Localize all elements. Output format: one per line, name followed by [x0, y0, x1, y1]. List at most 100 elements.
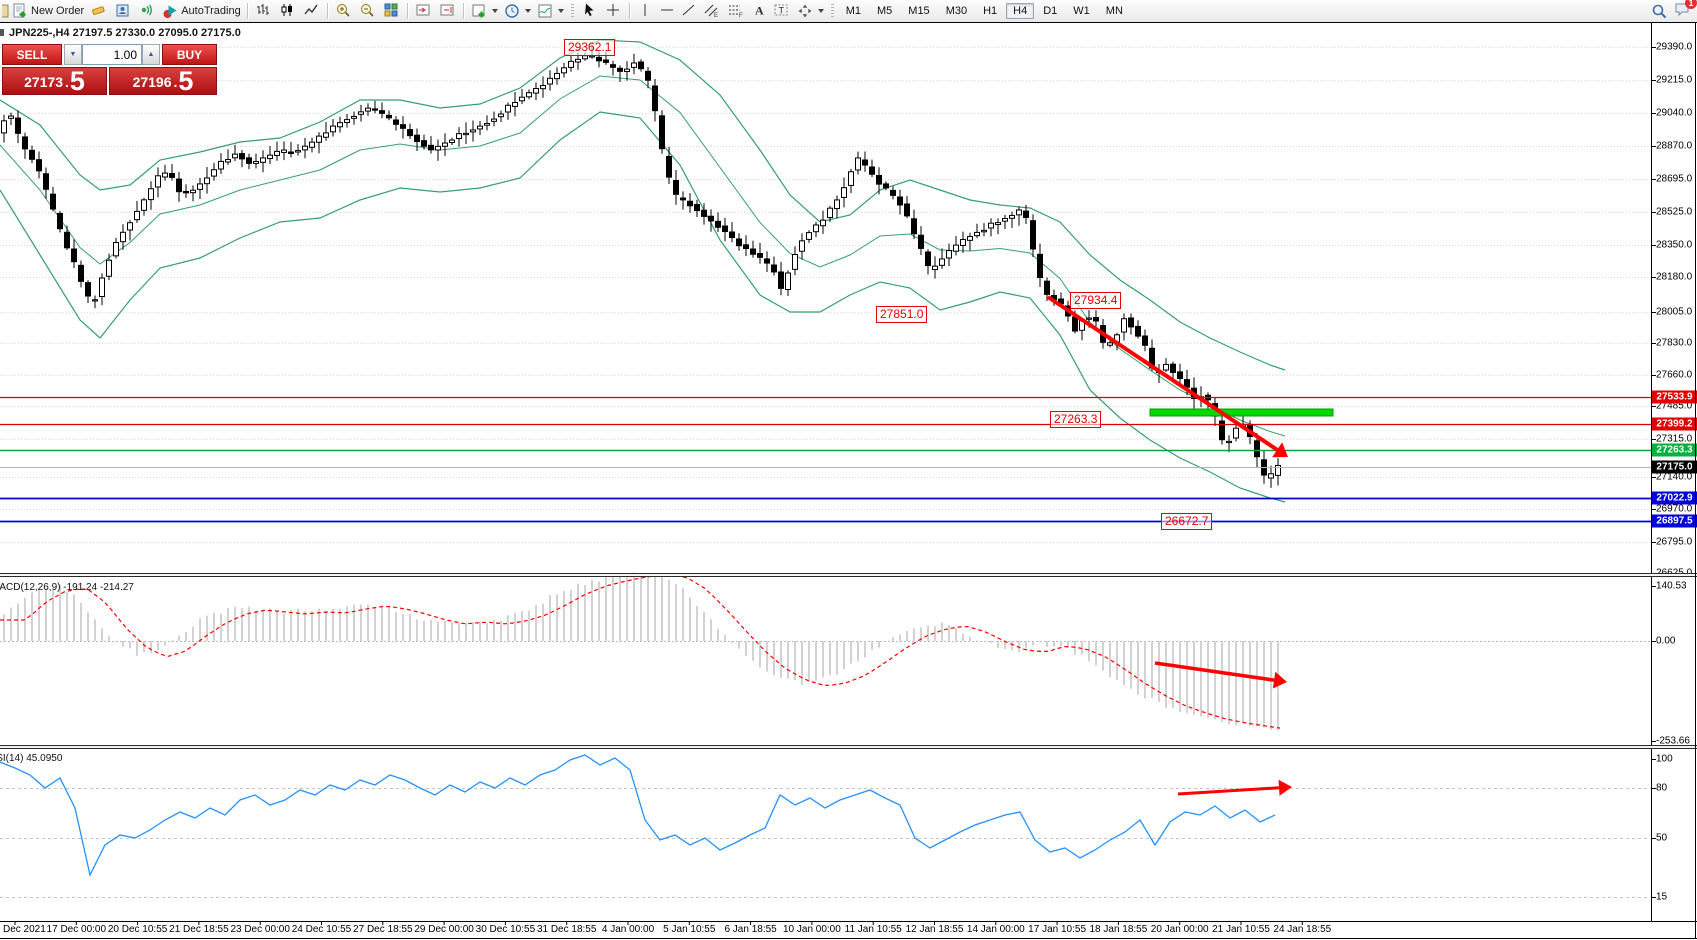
zoom-out-icon[interactable]: [356, 2, 380, 21]
label-icon[interactable]: T: [770, 2, 794, 21]
time-axis-label: 24 Jan 18:55: [1273, 924, 1332, 935]
timeframe-w1[interactable]: W1: [1073, 5, 1090, 17]
time-axis-label: 4 Jan 00:00: [601, 924, 655, 935]
timeframe-m15[interactable]: M15: [908, 5, 930, 17]
timeframe-h1[interactable]: H1: [983, 5, 998, 17]
sell-price-panel[interactable]: 27173. 5: [2, 67, 107, 95]
periods-dropdown[interactable]: [524, 9, 531, 13]
new-chart-dropdown[interactable]: [491, 9, 498, 13]
new-chart-button[interactable]: [468, 2, 501, 21]
toolbar-separator: [462, 3, 465, 19]
price-line-badge: 27533.9: [1652, 390, 1697, 404]
fibonacci-icon[interactable]: F: [724, 2, 748, 21]
sell-price-big-digit: 5: [69, 66, 85, 96]
buy-button[interactable]: BUY: [162, 44, 217, 65]
price-annotation-label[interactable]: 27851.0: [876, 306, 928, 323]
price-annotation-label[interactable]: 27263.3: [1050, 411, 1102, 428]
buy-price-panel[interactable]: 27196. 5: [109, 67, 217, 95]
sell-button[interactable]: SELL: [2, 44, 62, 65]
timeframe-m1[interactable]: M1: [845, 5, 861, 17]
volume-up-button[interactable]: ▲: [142, 44, 160, 65]
cursor-icon[interactable]: [578, 2, 602, 21]
time-axis-label: 29 Dec 00:00: [414, 924, 474, 935]
timeframe-m5[interactable]: M5: [877, 5, 893, 17]
tile-windows-icon[interactable]: [380, 2, 404, 21]
macd-panel-splitter[interactable]: [0, 573, 1697, 577]
price-axis-label: 26970.0: [1656, 503, 1693, 515]
toolbar-drag-handle: [570, 4, 574, 18]
new-order-button[interactable]: New Order: [9, 2, 87, 21]
time-axis-label: 30 Dec 10:55: [475, 924, 536, 935]
sell-price-dot: .: [65, 74, 69, 90]
notifications-button[interactable]: 1: [1674, 0, 1697, 22]
timeframe-d1[interactable]: D1: [1043, 5, 1058, 17]
toolbar-drag-handle: [830, 4, 834, 18]
price-axis-label: 27140.0: [1656, 471, 1693, 483]
price-annotation-label[interactable]: 26672.7: [1161, 513, 1213, 530]
price-axis-label: 28695.0: [1656, 173, 1693, 185]
price-axis-label: 28180.0: [1656, 271, 1693, 283]
clipped-chart-icon: [2, 4, 9, 18]
templates-dropdown[interactable]: [557, 9, 564, 13]
horizontal-line-icon[interactable]: [656, 2, 678, 21]
price-axis-label: 29390.0: [1656, 41, 1693, 53]
new-order-icon: [13, 3, 26, 18]
timeframe-h4[interactable]: H4: [1006, 3, 1035, 19]
time-axis-label: 10 Jan 00:00: [782, 924, 841, 935]
zoom-in-icon[interactable]: [332, 2, 356, 21]
toolbar-separator: [406, 3, 409, 19]
time-axis-label: 21 Jan 10:55: [1212, 924, 1270, 935]
price-axis-label: 27830.0: [1656, 337, 1693, 349]
price-annotation-label[interactable]: 27934.4: [1070, 292, 1122, 309]
timeframe-mn[interactable]: MN: [1105, 5, 1123, 17]
vertical-line-icon[interactable]: [634, 2, 656, 21]
bar-chart-icon[interactable]: [252, 2, 276, 21]
data-window-icon[interactable]: [111, 2, 135, 21]
price-axis-label: 28350.0: [1656, 239, 1693, 251]
toolbar-separator: [326, 3, 329, 19]
price-axis-label: 28005.0: [1656, 306, 1693, 318]
text-icon[interactable]: A: [748, 2, 770, 21]
periods-button[interactable]: [501, 2, 534, 21]
crosshair-icon[interactable]: [602, 2, 626, 21]
time-axis-label: 27 Dec 18:55: [353, 924, 413, 935]
time-axis-label: 21 Dec 18:55: [169, 924, 229, 935]
price-annotation-label[interactable]: 29362.1: [564, 39, 616, 56]
line-chart-icon[interactable]: [300, 2, 324, 21]
chart-shift-icon[interactable]: [412, 2, 436, 21]
trendline-icon[interactable]: [678, 2, 700, 21]
price-axis-label: 27485.0: [1656, 400, 1693, 412]
time-axis-label: 6 Jan 18:55: [724, 924, 777, 935]
templates-button[interactable]: [534, 2, 567, 21]
market-watch-icon[interactable]: [87, 2, 111, 21]
svg-text:F: F: [739, 13, 743, 19]
time-axis-label: 14 Jan 00:00: [966, 924, 1025, 935]
time-axis-label: 20 Jan 00:00: [1150, 924, 1209, 935]
svg-text:E: E: [714, 13, 718, 19]
buy-price-dot: .: [173, 74, 178, 90]
arrows-button[interactable]: [794, 2, 827, 21]
arrows-dropdown[interactable]: [817, 9, 824, 13]
svg-text:T: T: [778, 5, 784, 15]
price-axis-label: 27660.0: [1656, 369, 1693, 381]
price-line-badge: 27175.0: [1652, 460, 1697, 474]
window-border-bottom: [0, 938, 1697, 939]
volume-input[interactable]: [82, 44, 142, 65]
time-axis-label: 18 Jan 18:55: [1089, 924, 1148, 935]
autotrading-icon: [163, 5, 177, 18]
volume-down-button[interactable]: ▼: [64, 44, 82, 65]
sound-icon[interactable]: [135, 2, 159, 21]
rsi-axis-label: 15: [1656, 891, 1668, 903]
auto-scroll-icon[interactable]: [436, 2, 460, 21]
channel-icon[interactable]: E: [700, 2, 724, 21]
toolbar-separator: [628, 3, 631, 19]
timeframe-m30[interactable]: M30: [945, 5, 968, 17]
autotrading-button[interactable]: AutoTrading: [159, 2, 244, 21]
chart-window-icon: [0, 29, 4, 36]
rsi-panel-splitter[interactable]: [0, 745, 1697, 749]
rsi-axis-label: 50: [1656, 832, 1668, 844]
candlestick-icon[interactable]: [276, 2, 300, 21]
search-icon[interactable]: [1651, 3, 1668, 20]
